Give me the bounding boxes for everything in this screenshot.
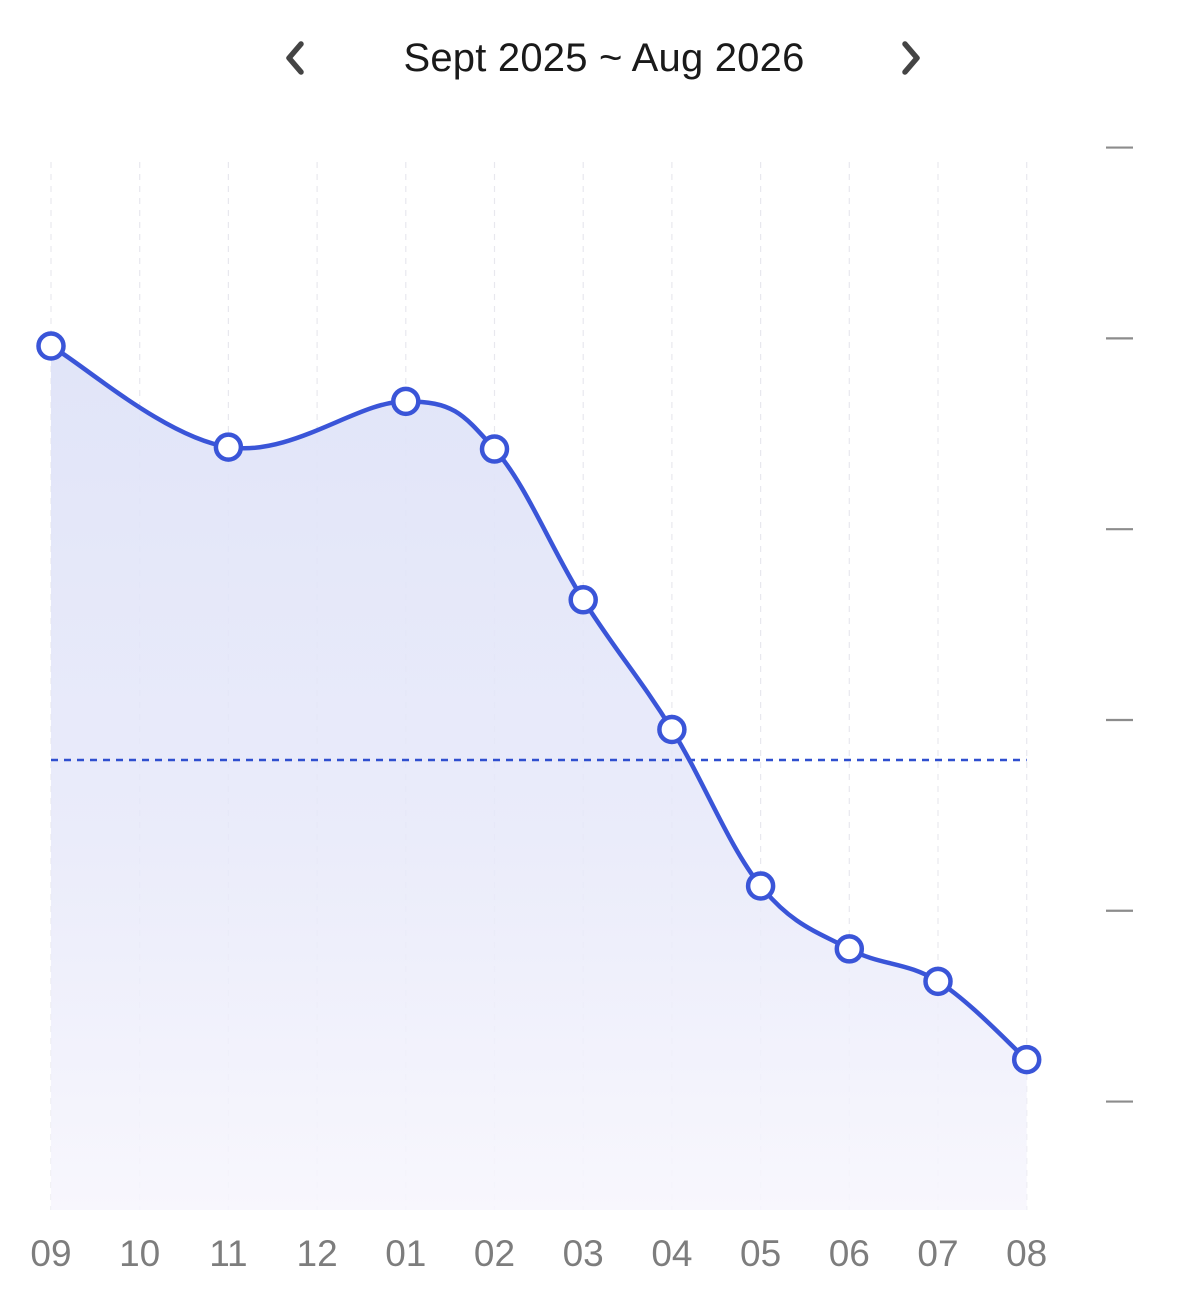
- data-point[interactable]: [923, 966, 953, 997]
- date-range-label: Sept 2025 ~ Aug 2026: [403, 36, 805, 80]
- data-point[interactable]: [36, 331, 66, 361]
- x-tick-label: 01: [385, 1233, 426, 1274]
- previous-period-button[interactable]: [267, 30, 323, 86]
- x-tick-label: 08: [1006, 1233, 1047, 1274]
- x-tick-label: 04: [651, 1233, 692, 1274]
- x-tick-label: 09: [30, 1233, 71, 1274]
- chevron-right-icon: [902, 41, 920, 75]
- y-axis-ticks: [1106, 146, 1133, 1103]
- data-point[interactable]: [834, 934, 865, 964]
- x-tick-label: 11: [209, 1233, 247, 1274]
- next-period-button[interactable]: [883, 30, 939, 86]
- x-tick-label: 03: [563, 1233, 604, 1274]
- data-point[interactable]: [745, 871, 776, 901]
- date-range-header: Sept 2025 ~ Aug 2026: [0, 0, 1201, 116]
- data-point[interactable]: [213, 432, 244, 462]
- x-tick-label: 07: [917, 1233, 958, 1274]
- data-point[interactable]: [1011, 1044, 1042, 1075]
- chevron-left-icon: [286, 41, 304, 75]
- x-tick-label: 02: [474, 1233, 515, 1274]
- area-fill: [51, 345, 1027, 1211]
- data-point[interactable]: [568, 585, 598, 615]
- x-axis-labels: 09 10 11 12 01 02 03 04 05 06 07 08: [30, 1233, 1047, 1274]
- data-point[interactable]: [479, 434, 510, 464]
- series-line: [48, 343, 1029, 1062]
- x-tick-label: 10: [119, 1233, 160, 1274]
- x-tick-label: 05: [740, 1233, 781, 1274]
- data-point[interactable]: [657, 714, 687, 745]
- data-point[interactable]: [391, 386, 421, 417]
- x-tick-label: 06: [829, 1233, 870, 1274]
- x-tick-label: 12: [297, 1233, 338, 1274]
- data-points: [36, 331, 1042, 1075]
